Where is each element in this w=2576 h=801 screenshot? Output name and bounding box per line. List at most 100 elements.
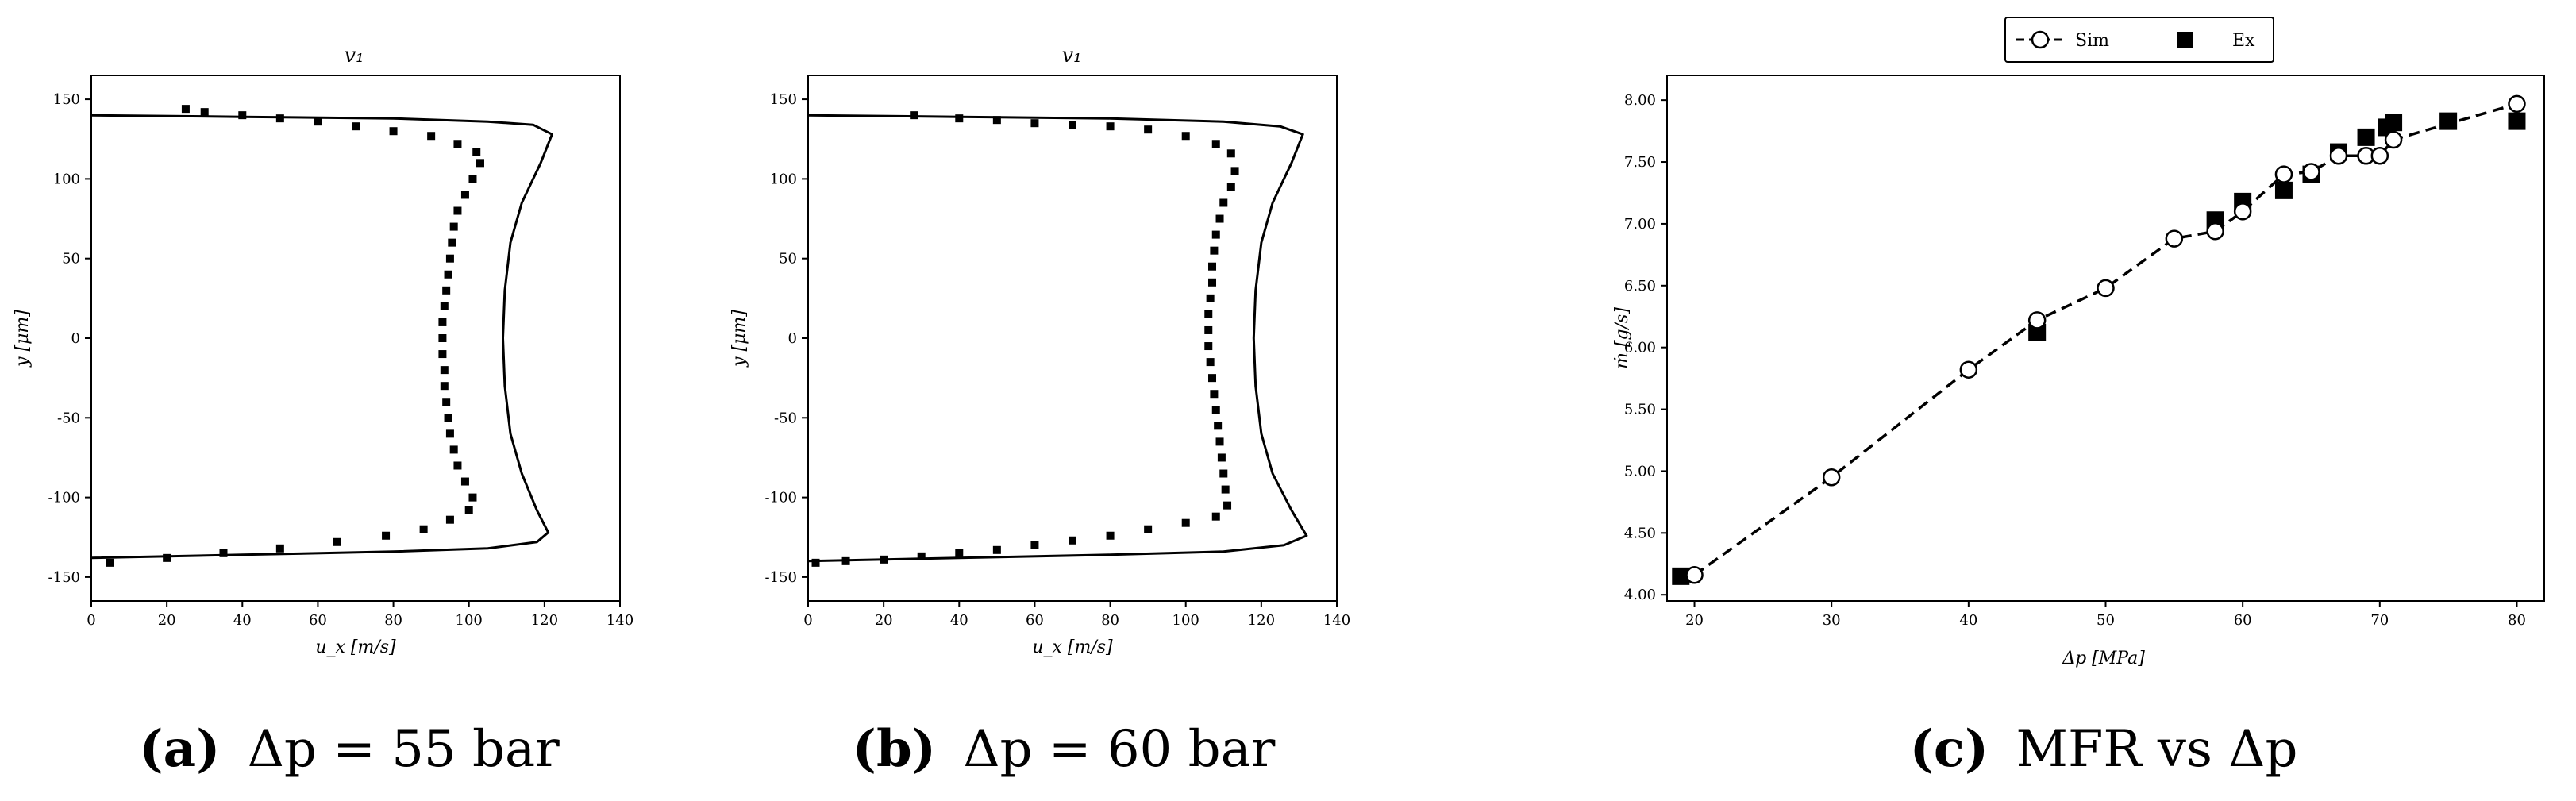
profile-marker-b-16 — [1208, 262, 1217, 271]
panel-a: v₁ 0 20 40 60 80 100 120 140 -150 -100 -50 0 50 100 15… — [13, 44, 633, 779]
y-tick-label-a-5: 100 — [53, 171, 80, 187]
x-tick-label-b-0: 0 — [803, 612, 812, 629]
y-tick-label-a-3: 0 — [71, 330, 80, 347]
profile-marker-b-28 — [1217, 453, 1226, 462]
x-tick-label-b-4: 80 — [1101, 612, 1119, 629]
x-tick-label-c-6: 80 — [2508, 612, 2526, 629]
x-tick-label-a-1: 20 — [158, 612, 176, 629]
ex-point-9 — [2385, 114, 2403, 132]
profile-marker-b-8 — [1211, 140, 1220, 148]
x-tick-label-c-0: 20 — [1685, 612, 1704, 629]
profile-marker-a-26 — [444, 414, 452, 422]
profile-marker-b-6 — [1144, 125, 1153, 134]
profile-marker-b-42 — [841, 556, 850, 565]
sim-point-13 — [2384, 130, 2403, 149]
sim-point-2 — [1959, 360, 1978, 379]
sim-point-1 — [1822, 468, 1841, 487]
profile-marker-a-35 — [382, 531, 391, 540]
profile-marker-a-21 — [438, 334, 447, 342]
profile-marker-a-6 — [389, 127, 398, 136]
sim-point-4 — [2097, 279, 2115, 298]
profile-marker-a-22 — [438, 350, 447, 359]
profile-marker-a-20 — [438, 318, 447, 326]
panel-b-xlabel: u_x [m/s] — [1032, 637, 1113, 657]
profile-marker-a-16 — [445, 254, 454, 263]
y-tick-label-b-5: 100 — [770, 171, 797, 187]
sim-point-3 — [2027, 311, 2047, 329]
panel-b-caption-text: Δp = 60 bar — [963, 720, 1275, 779]
panel-a-title: v₁ — [344, 44, 364, 67]
sim-point-10 — [2329, 146, 2348, 165]
sim-point-8 — [2274, 165, 2293, 183]
profile-marker-b-31 — [1223, 501, 1232, 510]
x-tick-label-b-5: 100 — [1172, 612, 1199, 629]
profile-marker-a-28 — [449, 445, 458, 454]
profile-marker-b-25 — [1211, 406, 1220, 414]
panel-b-plot-frame — [807, 75, 1338, 602]
x-tick-label-b-3: 60 — [1026, 612, 1044, 629]
sim-line — [1693, 102, 2517, 576]
profile-marker-b-0 — [910, 111, 918, 120]
panel-b-caption-letter: (b) — [853, 719, 936, 779]
x-tick-label-c-5: 70 — [2370, 612, 2389, 629]
panel-c-xlabel: Δp [MPa] — [2062, 649, 2145, 668]
profile-marker-b-19 — [1204, 310, 1213, 318]
x-tick-label-b-2: 40 — [950, 612, 968, 629]
x-tick-label-b-7: 140 — [1323, 612, 1350, 629]
y-tick-label-b-2: -50 — [774, 410, 797, 426]
panel-a-ylabel: y [μm] — [13, 310, 33, 368]
y-tick-label-a-6: 150 — [53, 91, 80, 108]
x-tick-label-c-2: 40 — [1959, 612, 1977, 629]
profile-marker-b-23 — [1208, 374, 1217, 383]
panel-c-caption: (c) MFR vs Δp — [1910, 719, 2298, 779]
profile-marker-a-13 — [453, 206, 462, 215]
profile-marker-a-14 — [449, 222, 458, 231]
x-tick-label-a-5: 100 — [456, 612, 483, 629]
profile-marker-b-9 — [1226, 149, 1235, 158]
profile-marker-a-7 — [427, 132, 436, 141]
profile-marker-b-12 — [1219, 198, 1228, 207]
ex-point-7 — [2357, 128, 2375, 146]
profile-marker-b-20 — [1204, 325, 1213, 334]
y-tick-label-a-2: -50 — [57, 410, 80, 426]
profile-marker-a-1 — [200, 108, 209, 117]
x-tick-label-c-3: 50 — [2097, 612, 2115, 629]
y-tick-label-b-0: -150 — [765, 569, 797, 586]
y-tick-label-a-1: -100 — [48, 490, 80, 506]
y-tick-label-c-5: 6.50 — [1624, 278, 1656, 295]
profile-marker-b-5 — [1106, 122, 1115, 131]
y-tick-label-c-6: 7.00 — [1624, 216, 1656, 233]
panel-c: Sim Ex 20 30 40 50 60 70 80 4.00 4.50 5.00 5.50 6.0… — [1612, 17, 2545, 779]
ex-point-10 — [2439, 112, 2458, 130]
profile-marker-a-8 — [453, 140, 462, 148]
profile-marker-b-13 — [1215, 214, 1224, 223]
profile-marker-b-24 — [1210, 390, 1219, 399]
profile-marker-a-18 — [442, 286, 451, 295]
panel-c-plot-frame — [1666, 75, 2545, 602]
legend-sim-marker — [2031, 30, 2050, 49]
profile-marker-a-32 — [464, 506, 473, 514]
panel-c-caption-text: MFR vs Δp — [2016, 720, 2297, 779]
profile-marker-b-1 — [955, 114, 964, 123]
panel-a-plot-area: 0 20 40 60 80 100 120 140 -150 -100 -50 0 50 100 150 — [48, 91, 634, 629]
x-tick-label-b-1: 20 — [875, 612, 893, 629]
sim-point-14 — [2508, 94, 2526, 114]
profile-marker-b-37 — [1030, 541, 1039, 549]
profile-marker-b-3 — [1030, 119, 1039, 128]
profile-marker-a-15 — [448, 238, 456, 247]
profile-marker-b-41 — [880, 555, 888, 564]
sim-point-6 — [2206, 222, 2224, 241]
profile-marker-b-15 — [1210, 246, 1219, 255]
legend-sim-label: Sim — [2075, 31, 2109, 51]
y-tick-label-b-3: 0 — [788, 330, 797, 347]
profile-marker-b-21 — [1204, 342, 1213, 351]
ex-point-1 — [2028, 323, 2047, 341]
x-tick-label-a-2: 40 — [233, 612, 252, 629]
panel-a-caption: (a) Δp = 55 bar — [139, 719, 560, 779]
profile-marker-b-10 — [1230, 167, 1239, 175]
profile-marker-b-40 — [917, 552, 926, 560]
profile-marker-b-26 — [1214, 422, 1223, 430]
sim-point-9 — [2302, 163, 2320, 181]
panel-b-plot-area: 0 20 40 60 80 100 120 140 -150 -100 -50 0 50 100 150 — [765, 91, 1351, 629]
panel-c-ylabel: ṁ [g/s] — [1612, 307, 1632, 369]
